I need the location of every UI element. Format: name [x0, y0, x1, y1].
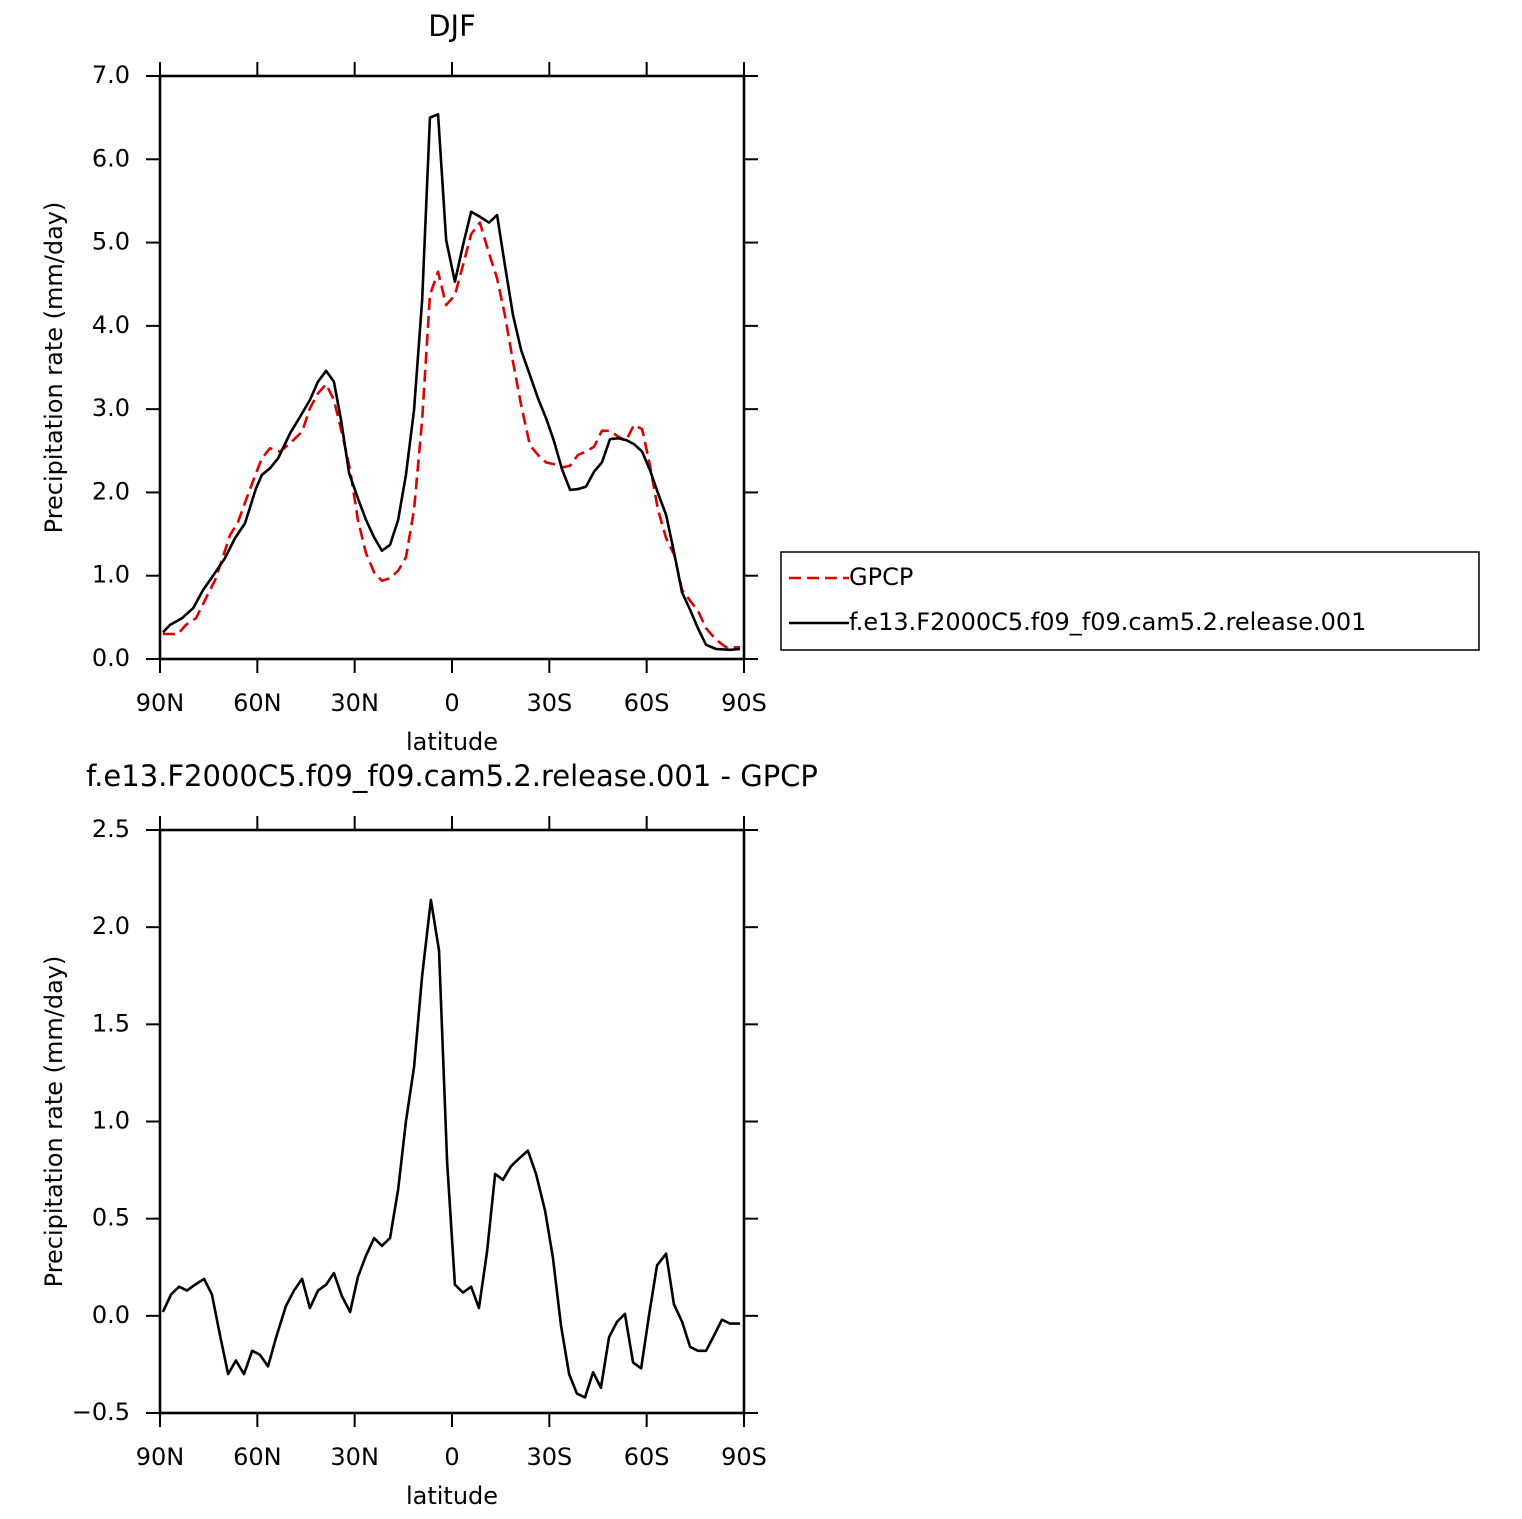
x-tick-label: 30S	[526, 689, 572, 717]
x-tick-label: 60N	[233, 1443, 282, 1471]
chart-title: DJF	[428, 9, 476, 43]
y-axis-label: Precipitation rate (mm/day)	[40, 202, 68, 534]
y-tick-label: 0.0	[92, 1301, 130, 1329]
legend-label: f.e13.F2000C5.f09_f09.cam5.2.release.001	[849, 608, 1366, 636]
y-tick-label: 0.5	[92, 1204, 130, 1232]
y-tick-label: 2.5	[92, 815, 130, 843]
x-tick-label: 90N	[136, 1443, 185, 1471]
y-tick-label: 2.0	[92, 477, 130, 505]
y-tick-label: 0.0	[92, 644, 130, 672]
x-tick-label: 60S	[624, 1443, 670, 1471]
y-tick-label: 3.0	[92, 394, 130, 422]
y-tick-label: 1.0	[92, 1107, 130, 1135]
x-tick-label: 30N	[330, 1443, 379, 1471]
x-tick-label: 60S	[624, 689, 670, 717]
x-tick-label: 90N	[136, 689, 185, 717]
plot-frame	[158, 828, 746, 1415]
y-tick-label: −0.5	[72, 1398, 130, 1426]
x-tick-label: 60N	[233, 689, 282, 717]
x-tick-label: 0	[444, 689, 459, 717]
y-tick-label: 2.0	[92, 912, 130, 940]
data-line	[162, 221, 741, 649]
data-line	[161, 898, 741, 1399]
x-tick-label: 30S	[526, 1443, 572, 1471]
y-tick-label: 5.0	[92, 228, 130, 256]
y-axis-label: Precipitation rate (mm/day)	[40, 956, 68, 1288]
chart-title: f.e13.F2000C5.f09_f09.cam5.2.release.001…	[86, 759, 818, 793]
y-tick-label: 7.0	[92, 61, 130, 89]
x-tick-label: 90S	[721, 1443, 767, 1471]
data-line	[161, 113, 741, 652]
x-axis-label: latitude	[406, 1482, 498, 1510]
y-tick-label: 6.0	[92, 144, 130, 172]
x-tick-label: 0	[444, 1443, 459, 1471]
y-tick-label: 1.0	[92, 561, 130, 589]
x-tick-label: 30N	[330, 689, 379, 717]
x-axis-label: latitude	[406, 728, 498, 756]
plot-frame	[158, 74, 746, 661]
x-tick-label: 90S	[721, 689, 767, 717]
legend-label: GPCP	[849, 563, 913, 591]
y-tick-label: 1.5	[92, 1009, 130, 1037]
legend-box	[780, 551, 1480, 651]
y-tick-label: 4.0	[92, 311, 130, 339]
